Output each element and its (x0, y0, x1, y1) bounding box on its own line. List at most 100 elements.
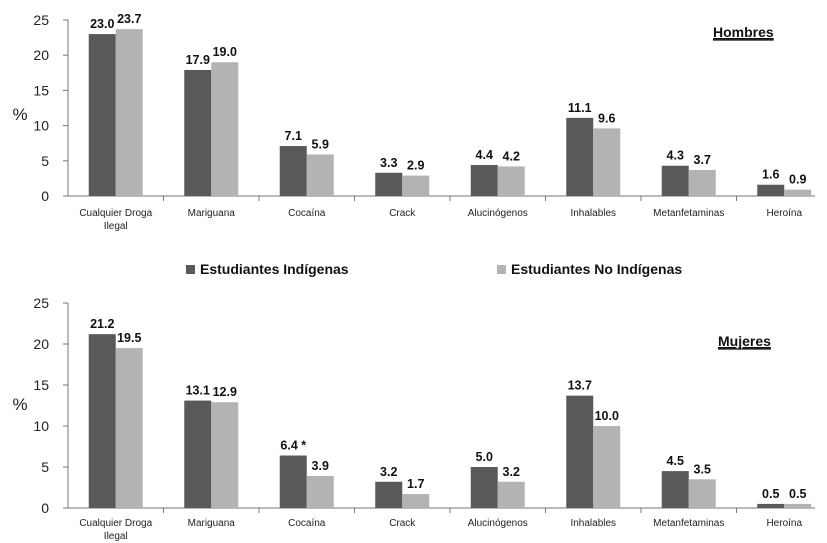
data-label-estudiantes-indigenas: 21.2 (90, 317, 114, 331)
bar-mujeres-estudiantes-indigenas-mariguana (184, 400, 212, 508)
category-label-alucinogenos: Alucinógenos (468, 208, 528, 219)
bar-hombres-estudiantes-indigenas-cocaina (279, 146, 307, 196)
bar-hombres-estudiantes-no-indigenas-heroina (784, 189, 812, 196)
bar-mujeres-estudiantes-indigenas-inhalables (566, 395, 594, 508)
chart-panel-hombres: 0 5 10 15 20 25% Hombres Cualquier Droga Ilegal 2… (12, 12, 815, 232)
data-label-estudiantes-indigenas: 0.5 (762, 487, 779, 501)
bar-mujeres-estudiantes-no-indigenas-cualquier-droga-ilegal (115, 348, 143, 508)
data-label-estudiantes-no-indigenas: 19.5 (117, 331, 141, 345)
category-label-crack: Crack (389, 208, 416, 219)
category-label-inhalables: Inhalables (570, 518, 616, 529)
bar-hombres-estudiantes-no-indigenas-cualquier-droga-ilegal (115, 29, 143, 196)
y-tick-label: 0 (41, 500, 49, 516)
legend-label-no-indigenas: Estudiantes No Indígenas (511, 261, 682, 277)
bar-hombres-estudiantes-no-indigenas-metanfetaminas (688, 169, 716, 196)
data-label-estudiantes-no-indigenas: 10.0 (595, 409, 619, 423)
bar-hombres-estudiantes-no-indigenas-mariguana (211, 62, 239, 196)
data-label-estudiantes-no-indigenas: 2.9 (407, 159, 424, 173)
y-axis-label: % (12, 395, 27, 414)
y-tick-label: 10 (33, 418, 49, 434)
data-label-estudiantes-no-indigenas: 9.6 (598, 111, 615, 125)
y-tick-label: 25 (33, 295, 49, 311)
data-label-estudiantes-no-indigenas: 1.7 (407, 477, 424, 491)
y-axis-label: % (12, 105, 27, 124)
y-tick-label: 0 (41, 188, 49, 204)
data-label-estudiantes-indigenas: 23.0 (90, 17, 114, 31)
category-label-mariguana: Mariguana (188, 208, 236, 219)
legend-swatch-no-indigenas (497, 265, 506, 274)
bar-mujeres-estudiantes-indigenas-heroina (757, 503, 785, 508)
data-label-estudiantes-no-indigenas: 3.5 (694, 462, 711, 476)
y-tick-label: 10 (33, 118, 49, 134)
data-label-estudiantes-indigenas: 11.1 (568, 101, 592, 115)
data-label-estudiantes-indigenas: 13.7 (568, 379, 592, 393)
panel-title-hombres: Hombres (713, 24, 774, 40)
bar-hombres-estudiantes-indigenas-crack (375, 172, 403, 196)
y-tick-label: 25 (33, 12, 49, 28)
data-label-estudiantes-no-indigenas: 3.2 (503, 465, 520, 479)
data-label-estudiantes-no-indigenas: 0.9 (789, 173, 806, 187)
data-label-estudiantes-indigenas: 17.9 (186, 53, 210, 67)
bar-hombres-estudiantes-no-indigenas-cocaina (306, 154, 334, 196)
bar-mujeres-estudiantes-indigenas-crack (375, 481, 403, 508)
bar-mujeres-estudiantes-no-indigenas-alucinogenos (497, 481, 525, 508)
data-label-estudiantes-no-indigenas: 5.9 (312, 137, 329, 151)
category-label-metanfetaminas: Metanfetaminas (653, 518, 724, 529)
bar-hombres-estudiantes-indigenas-cualquier-droga-ilegal (88, 34, 116, 196)
bar-mujeres-estudiantes-no-indigenas-crack (402, 494, 430, 508)
data-label-estudiantes-indigenas: 6.4 * (280, 439, 306, 453)
category-label-cocaina: Cocaína (288, 518, 326, 529)
bar-mujeres-estudiantes-no-indigenas-heroina (784, 503, 812, 508)
bar-hombres-estudiantes-indigenas-heroina (757, 184, 785, 196)
data-label-estudiantes-indigenas: 13.1 (186, 384, 210, 398)
category-label-alucinogenos: Alucinógenos (468, 518, 528, 529)
bar-hombres-estudiantes-indigenas-metanfetaminas (661, 165, 689, 196)
legend-label-indigenas: Estudiantes Indígenas (200, 261, 349, 277)
y-tick-label: 20 (33, 336, 49, 352)
category-label-heroina: Heroína (766, 518, 802, 529)
data-label-estudiantes-no-indigenas: 4.2 (503, 149, 520, 163)
bar-hombres-estudiantes-no-indigenas-inhalables (593, 128, 621, 196)
bar-mujeres-estudiantes-indigenas-cualquier-droga-ilegal (88, 334, 116, 508)
y-tick-label: 15 (33, 377, 49, 393)
data-label-estudiantes-no-indigenas: 23.7 (117, 12, 141, 26)
data-label-estudiantes-indigenas: 4.3 (667, 149, 684, 163)
category-label-metanfetaminas: Metanfetaminas (653, 208, 724, 219)
bar-hombres-estudiantes-indigenas-mariguana (184, 69, 212, 196)
bar-hombres-estudiantes-indigenas-alucinogenos (470, 165, 498, 196)
bar-mujeres-estudiantes-indigenas-metanfetaminas (661, 471, 689, 508)
y-tick-label: 15 (33, 82, 49, 98)
category-label-mariguana: Mariguana (188, 518, 236, 529)
category-label-inhalables: Inhalables (570, 208, 616, 219)
category-label-cualquier-droga-ilegal: Cualquier Droga Ilegal (79, 518, 152, 542)
data-label-estudiantes-no-indigenas: 3.7 (694, 153, 711, 167)
data-label-estudiantes-indigenas: 1.6 (762, 168, 779, 182)
category-label-cualquier-droga-ilegal: Cualquier Droga Ilegal (79, 208, 152, 232)
category-label-crack: Crack (389, 518, 416, 529)
chart-legend: Estudiantes Indígenas Estudiantes No Ind… (186, 261, 682, 277)
data-label-estudiantes-no-indigenas: 12.9 (213, 385, 237, 399)
bar-mujeres-estudiantes-no-indigenas-cocaina (306, 476, 334, 508)
data-label-estudiantes-no-indigenas: 0.5 (789, 487, 806, 501)
data-label-estudiantes-indigenas: 7.1 (285, 129, 302, 143)
bar-mujeres-estudiantes-indigenas-alucinogenos (470, 467, 498, 508)
data-label-estudiantes-indigenas: 4.4 (476, 148, 493, 162)
data-label-estudiantes-no-indigenas: 19.0 (213, 45, 237, 59)
y-tick-label: 5 (41, 153, 49, 169)
data-label-estudiantes-indigenas: 5.0 (476, 450, 493, 464)
bar-hombres-estudiantes-no-indigenas-crack (402, 175, 430, 196)
data-label-estudiantes-indigenas: 3.3 (380, 156, 397, 170)
bar-mujeres-estudiantes-no-indigenas-inhalables (593, 426, 621, 508)
chart-panel-mujeres: 0 5 10 15 20 25% Mujeres Cualquier Droga Ilegal 2… (12, 295, 815, 542)
bar-hombres-estudiantes-no-indigenas-alucinogenos (497, 166, 525, 196)
data-label-estudiantes-indigenas: 4.5 (667, 454, 684, 468)
category-label-heroina: Heroína (766, 208, 802, 219)
panel-title-mujeres: Mujeres (718, 333, 771, 349)
data-label-estudiantes-indigenas: 3.2 (380, 465, 397, 479)
bar-mujeres-estudiantes-indigenas-cocaina (279, 455, 307, 508)
category-label-cocaina: Cocaína (288, 208, 326, 219)
bar-mujeres-estudiantes-no-indigenas-metanfetaminas (688, 479, 716, 508)
y-tick-label: 20 (33, 47, 49, 63)
bar-mujeres-estudiantes-no-indigenas-mariguana (211, 402, 239, 508)
